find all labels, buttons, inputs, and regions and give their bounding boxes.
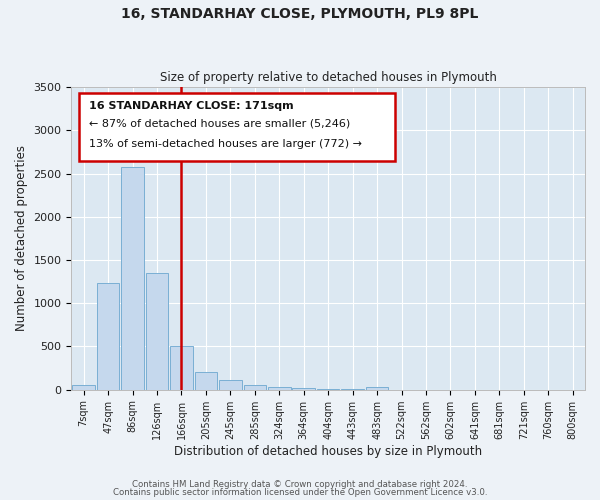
Bar: [73, 386, 95, 390]
Bar: [292, 388, 315, 390]
Text: Contains HM Land Registry data © Crown copyright and database right 2024.: Contains HM Land Registry data © Crown c…: [132, 480, 468, 489]
Text: 16, STANDARHAY CLOSE, PLYMOUTH, PL9 8PL: 16, STANDARHAY CLOSE, PLYMOUTH, PL9 8PL: [121, 8, 479, 22]
X-axis label: Distribution of detached houses by size in Plymouth: Distribution of detached houses by size …: [174, 444, 482, 458]
Text: Contains public sector information licensed under the Open Government Licence v3: Contains public sector information licen…: [113, 488, 487, 497]
Bar: [97, 284, 119, 390]
Bar: [170, 346, 193, 390]
FancyBboxPatch shape: [79, 93, 395, 161]
Title: Size of property relative to detached houses in Plymouth: Size of property relative to detached ho…: [160, 72, 497, 85]
Bar: [268, 387, 290, 390]
Bar: [146, 273, 168, 390]
Bar: [366, 388, 388, 390]
Bar: [121, 166, 144, 390]
Bar: [194, 372, 217, 390]
Text: 13% of semi-detached houses are larger (772) →: 13% of semi-detached houses are larger (…: [89, 138, 362, 148]
Bar: [219, 380, 242, 390]
Text: 16 STANDARHAY CLOSE: 171sqm: 16 STANDARHAY CLOSE: 171sqm: [89, 100, 294, 110]
Y-axis label: Number of detached properties: Number of detached properties: [15, 146, 28, 332]
Bar: [244, 386, 266, 390]
Text: ← 87% of detached houses are smaller (5,246): ← 87% of detached houses are smaller (5,…: [89, 119, 350, 129]
